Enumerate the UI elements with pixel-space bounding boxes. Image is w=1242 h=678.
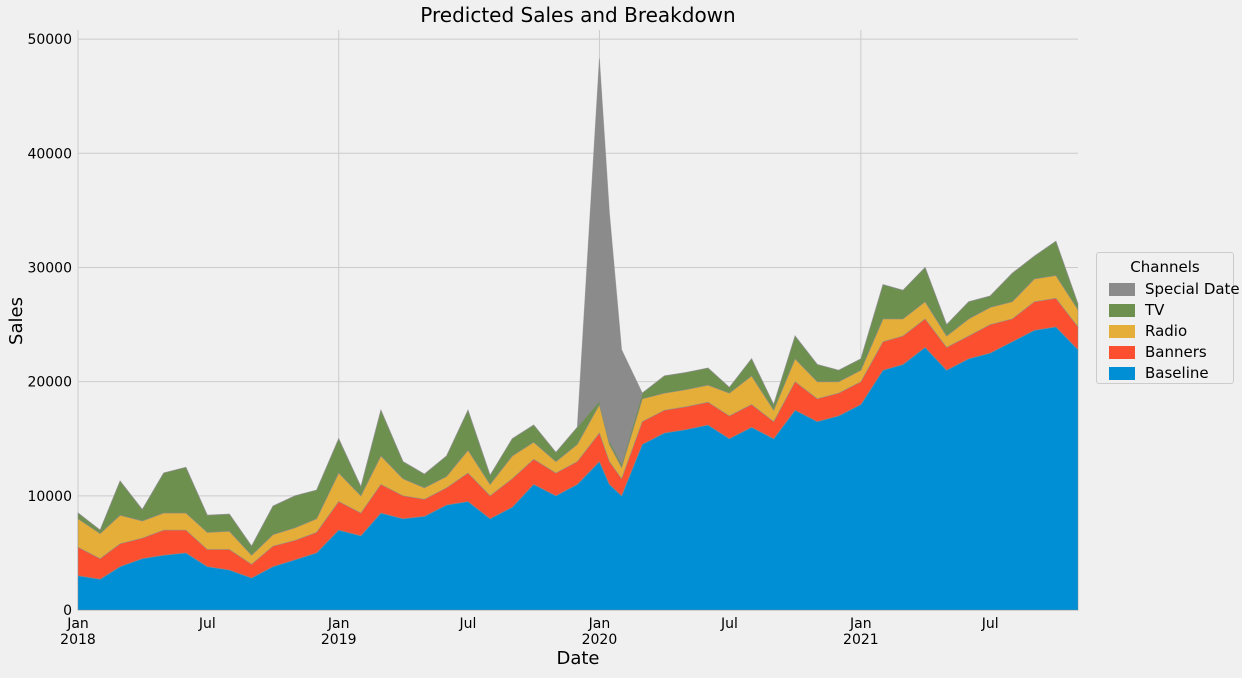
y-tick-label: 20000 <box>27 375 72 391</box>
area-special-date <box>77 58 1079 547</box>
legend-label-banners: Banners <box>1145 343 1207 361</box>
legend-label-baseline: Baseline <box>1145 364 1209 382</box>
legend-label-tv: TV <box>1145 301 1165 319</box>
y-tick-label: 40000 <box>27 146 72 162</box>
legend-swatch-special-date <box>1109 283 1135 296</box>
x-tick-label: Jul <box>198 616 216 632</box>
chart-title: Predicted Sales and Breakdown <box>420 3 735 27</box>
x-axis-label: Date <box>556 648 599 669</box>
x-tick-label: Jul <box>459 616 477 632</box>
legend-label-radio: Radio <box>1145 322 1188 340</box>
legend-swatch-radio <box>1109 325 1135 338</box>
x-tick-label: Jan <box>588 616 611 632</box>
y-tick-label: 10000 <box>27 489 72 505</box>
legend-label-special-date: Special Date <box>1145 280 1240 298</box>
legend-swatch-baseline <box>1109 367 1135 380</box>
x-tick-year-label: 2021 <box>843 632 879 648</box>
x-tick-year-label: 2020 <box>582 632 618 648</box>
legend-swatch-tv <box>1109 304 1135 317</box>
y-tick-label: 50000 <box>27 32 72 48</box>
x-tick-label: Jan <box>849 616 872 632</box>
y-tick-label: 30000 <box>27 260 72 276</box>
legend: Channels Special Date TV Radio Banners B… <box>1096 252 1240 384</box>
x-tick-label: Jul <box>981 616 999 632</box>
x-tick-label: Jan <box>327 616 350 632</box>
legend-swatch-banners <box>1109 346 1135 359</box>
x-tick-label: Jul <box>720 616 738 632</box>
y-axis-label: Sales <box>6 297 27 345</box>
x-tick-label: Jan <box>66 616 89 632</box>
legend-title: Channels <box>1130 258 1200 276</box>
area-layer <box>77 58 1079 611</box>
x-tick-year-label: 2019 <box>321 632 357 648</box>
y-tick-label: 0 <box>63 603 72 619</box>
x-tick-year-label: 2018 <box>60 632 96 648</box>
